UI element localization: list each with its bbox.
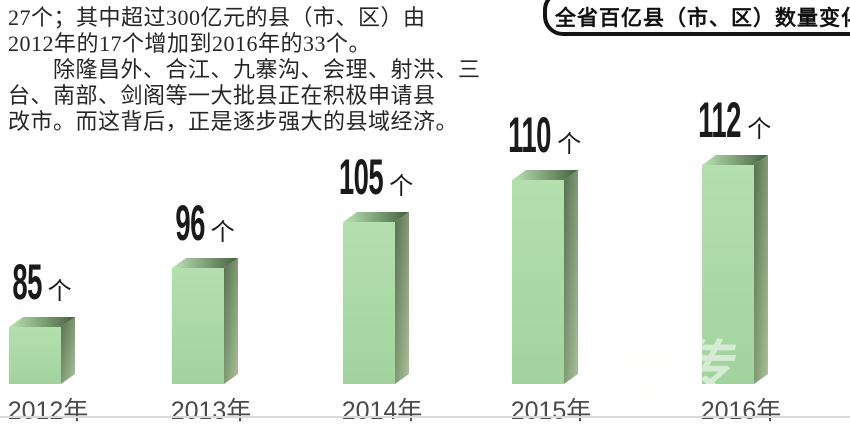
chart-title-banner: 全省百亿县（市、区）数量变化 — [543, 0, 850, 36]
value-unit: 个 — [210, 219, 235, 246]
article-line: 2012年的17个增加到2016年的33个。 — [8, 31, 372, 56]
bar-top-face — [512, 170, 578, 180]
article-text: 27个；其中超过300亿元的县（市、区）由 2012年的17个增加到2016年的… — [8, 5, 481, 135]
value-number: 96 — [175, 195, 205, 251]
value-label: 112 个 — [699, 91, 772, 149]
bar-front-face — [172, 268, 224, 384]
year-label: 2015年 — [510, 397, 592, 425]
value-number: 110 — [508, 107, 552, 163]
bar-3d — [512, 170, 578, 384]
bar-front-face — [512, 180, 564, 384]
year-label: 2013年 — [170, 397, 252, 425]
article-line: 台、南部、剑阁等一大批县正在积极申请县 — [8, 83, 436, 108]
bar-side-face — [564, 170, 578, 384]
bar-front-face — [343, 222, 395, 384]
value-unit: 个 — [747, 116, 772, 143]
value-label: 110 个 — [509, 106, 582, 164]
year-label: 2012年 — [7, 397, 89, 425]
bar-side-face — [395, 212, 409, 384]
article-line: 27个；其中超过300亿元的县（市、区）由 — [8, 5, 426, 30]
value-number: 105 — [338, 149, 384, 205]
value-label: 96 个 — [175, 194, 234, 252]
value-number: 85 — [12, 254, 42, 310]
bar-3d — [172, 258, 238, 384]
bar-3d — [702, 155, 768, 384]
article-line: 改市。而这背后，正是逐步强大的县域经济。 — [8, 109, 459, 134]
value-unit: 个 — [389, 173, 414, 200]
bar-3d — [9, 317, 75, 384]
bar-top-face — [9, 317, 75, 327]
year-label: 2016年 — [700, 397, 782, 425]
value-label: 85 个 — [12, 253, 71, 311]
article-line: 除隆昌外、合江、九寨沟、会理、射洪、三 — [8, 57, 481, 82]
value-number: 112 — [698, 92, 742, 148]
value-unit: 个 — [557, 131, 582, 158]
bar-top-face — [172, 258, 238, 268]
bar-3d — [343, 212, 409, 384]
bar-side-face — [224, 258, 238, 384]
year-label: 2014年 — [341, 397, 423, 425]
bar-front-face — [702, 165, 754, 384]
bar-top-face — [702, 155, 768, 165]
bar-side-face — [754, 155, 768, 384]
bottom-rule — [0, 416, 850, 418]
bar-side-face — [61, 317, 75, 384]
bar-top-face — [343, 212, 409, 222]
bar-front-face — [9, 327, 61, 384]
chart-title: 全省百亿县（市、区）数量变化 — [555, 7, 850, 30]
value-label: 105 个 — [339, 148, 413, 206]
value-unit: 个 — [47, 278, 72, 305]
